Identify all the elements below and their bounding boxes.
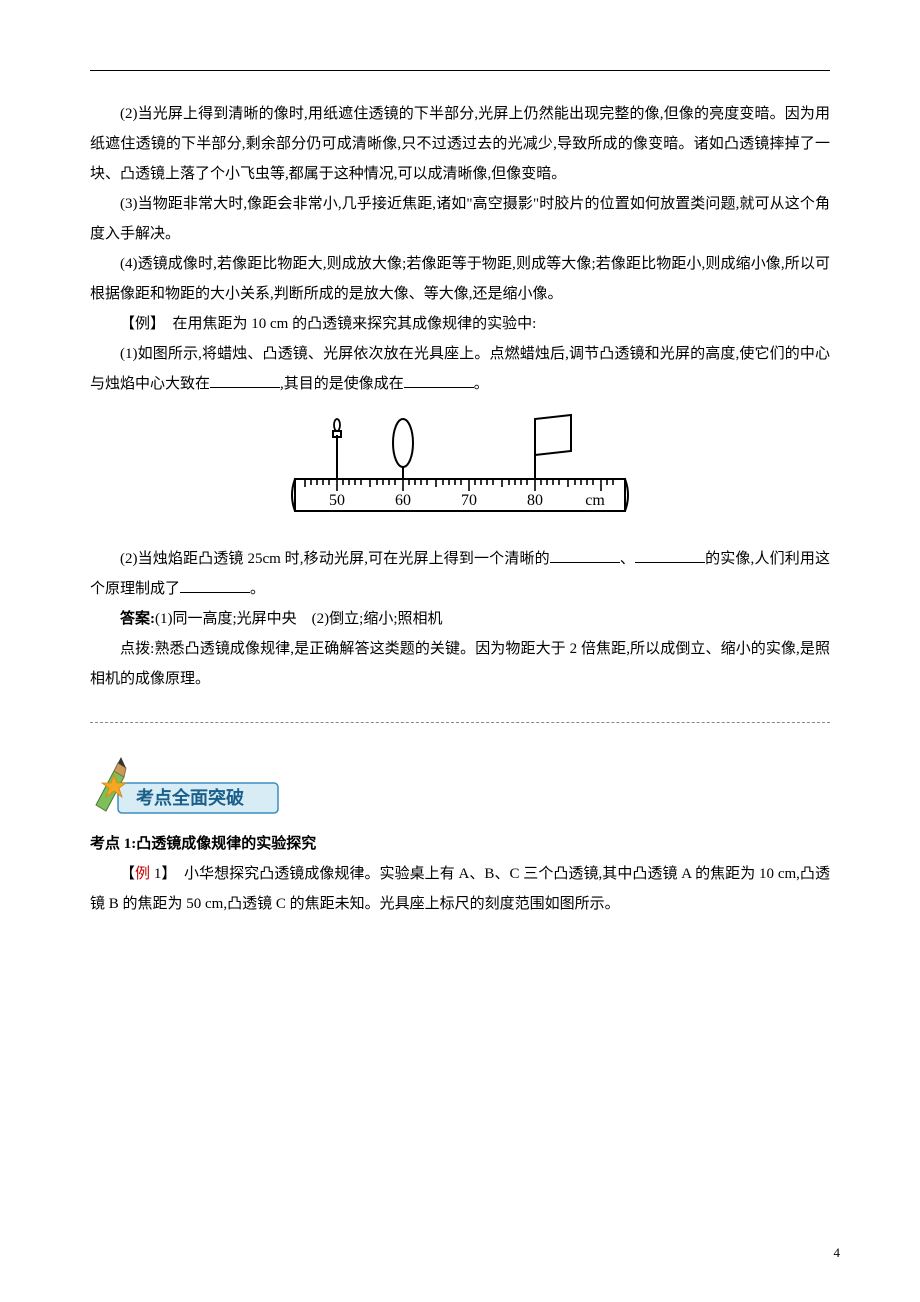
para-2: (2)当光屏上得到清晰的像时,用纸遮住透镜的下半部分,光屏上仍然能出现完整的像,…	[90, 99, 830, 189]
svg-text:80: 80	[527, 492, 543, 509]
lens-icon	[393, 419, 413, 479]
ex-text: 小华想探究凸透镜成像规律。实验桌上有 A、B、C 三个凸透镜,其中凸透镜 A 的…	[90, 866, 830, 912]
top-rule	[90, 70, 830, 71]
q2-text-a: (2)当烛焰距凸透镜 25cm 时,移动光屏,可在光屏上得到一个清晰的	[120, 551, 550, 567]
q1-text-c: 。	[474, 376, 489, 392]
blank-3	[550, 547, 620, 563]
hint-label: 点拨:	[120, 641, 154, 657]
ex-bracket-open: 【	[120, 866, 135, 882]
divider	[90, 722, 830, 723]
optical-bench-figure: 50 60 70 80 cm	[90, 409, 830, 538]
answer-label: 答案:	[120, 611, 155, 627]
svg-text:cm: cm	[585, 492, 605, 509]
svg-text:50: 50	[329, 492, 345, 509]
optical-bench-svg: 50 60 70 80 cm	[285, 409, 635, 527]
example-intro: 【例】 在用焦距为 10 cm 的凸透镜来探究其成像规律的实验中:	[90, 309, 830, 339]
q2-text-b: 、	[620, 551, 635, 567]
para-4: (4)透镜成像时,若像距比物距大,则成放大像;若像距等于物距,则成等大像;若像距…	[90, 249, 830, 309]
ex-red: 例	[135, 866, 150, 882]
kaodian-heading: 考点 1:凸透镜成像规律的实验探究	[90, 829, 830, 859]
answer-text: (1)同一高度;光屏中央 (2)倒立;缩小;照相机	[155, 611, 443, 627]
svg-text:70: 70	[461, 492, 477, 509]
ex-bracket-close: 1】	[150, 866, 184, 882]
badge-svg: 考点全面突破	[90, 753, 290, 821]
q2-text-d: 。	[250, 581, 265, 597]
answer-line: 答案:(1)同一高度;光屏中央 (2)倒立;缩小;照相机	[90, 604, 830, 634]
blank-1	[210, 372, 280, 388]
question-2: (2)当烛焰距凸透镜 25cm 时,移动光屏,可在光屏上得到一个清晰的、的实像,…	[90, 544, 830, 604]
page-number: 4	[834, 1240, 841, 1266]
screen-icon	[535, 415, 571, 479]
hint-text: 熟悉凸透镜成像规律,是正确解答这类题的关键。因为物距大于 2 倍焦距,所以成倒立…	[90, 641, 830, 687]
hint-line: 点拨:熟悉凸透镜成像规律,是正确解答这类题的关键。因为物距大于 2 倍焦距,所以…	[90, 634, 830, 694]
q1-text-b: ,其目的是使像成在	[280, 376, 404, 392]
para-3: (3)当物距非常大时,像距会非常小,几乎接近焦距,诸如"高空摄影"时胶片的位置如…	[90, 189, 830, 249]
blank-2	[404, 372, 474, 388]
section-badge: 考点全面突破	[90, 753, 830, 821]
svg-text:60: 60	[395, 492, 411, 509]
svg-text:考点全面突破: 考点全面突破	[136, 787, 244, 808]
example-1: 【例 1】 小华想探究凸透镜成像规律。实验桌上有 A、B、C 三个凸透镜,其中凸…	[90, 859, 830, 919]
candle-icon	[333, 419, 341, 479]
blank-4	[635, 547, 705, 563]
question-1: (1)如图所示,将蜡烛、凸透镜、光屏依次放在光具座上。点燃蜡烛后,调节凸透镜和光…	[90, 339, 830, 399]
blank-5	[180, 577, 250, 593]
